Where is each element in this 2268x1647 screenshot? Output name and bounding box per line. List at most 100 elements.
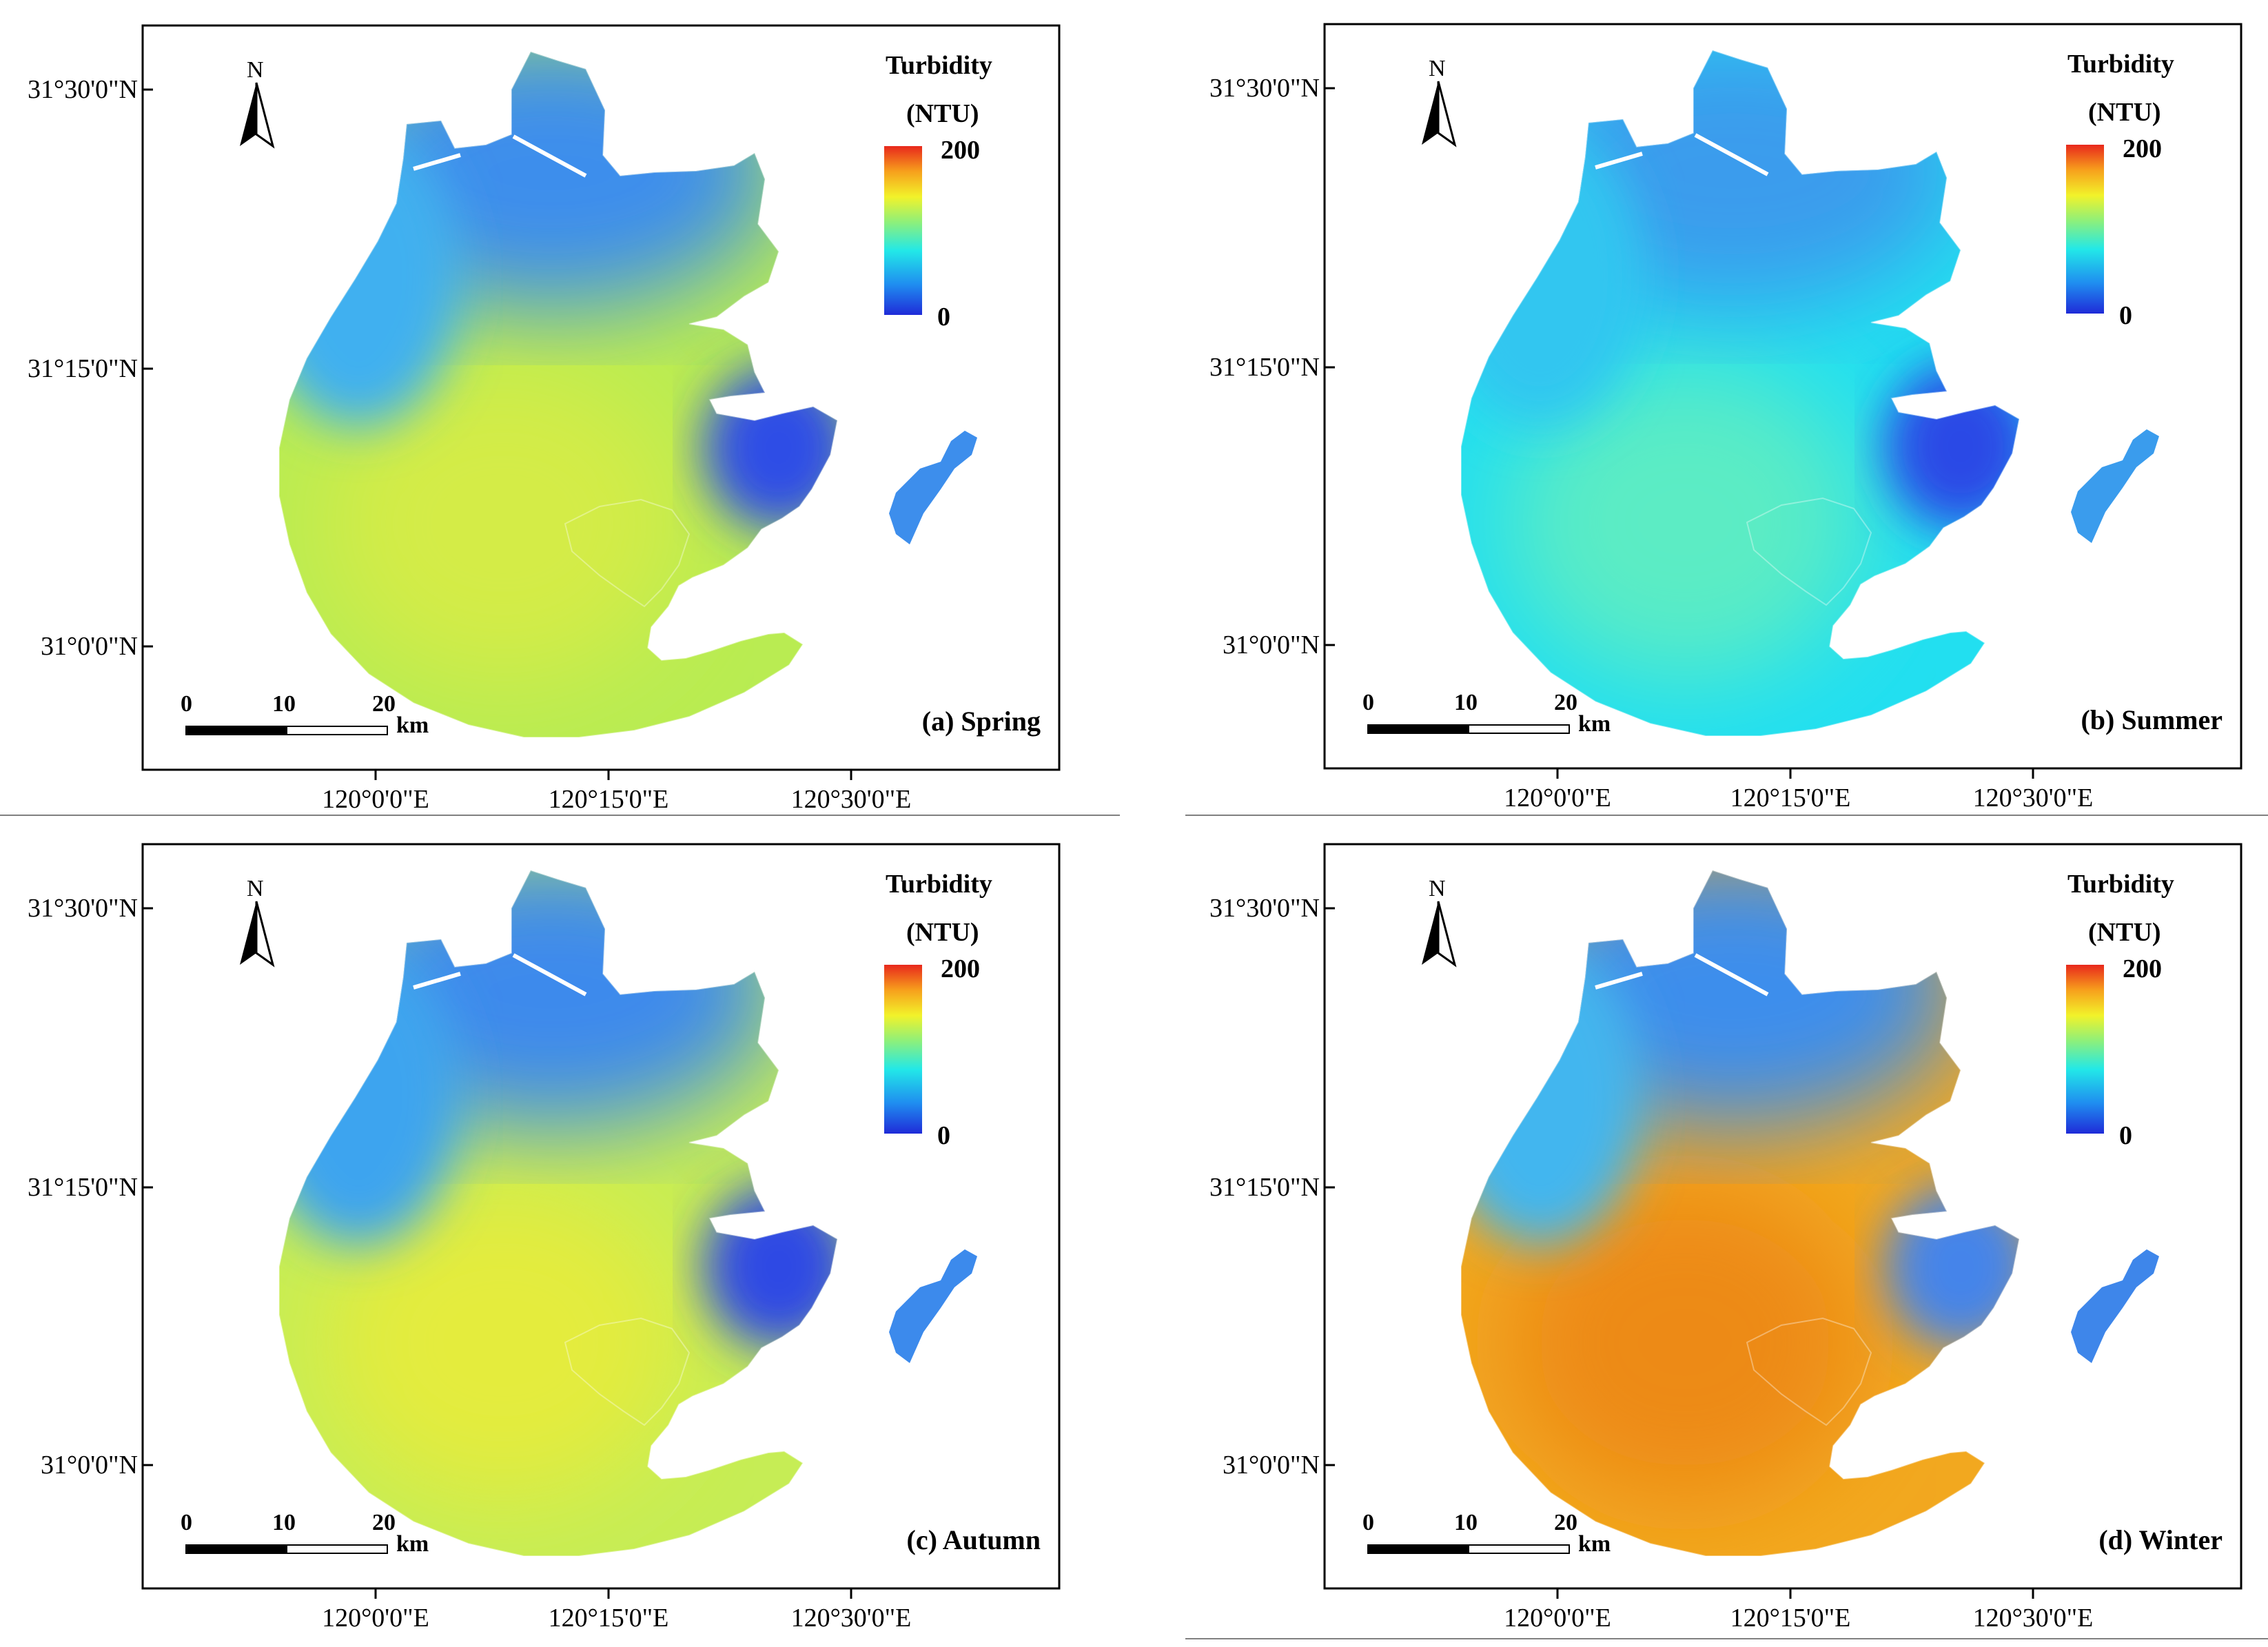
lat-label: 31°15'0"N: [28, 354, 138, 383]
map-frame: [141, 843, 1061, 1590]
lat-label: 31°15'0"N: [1209, 1173, 1320, 1202]
north-label: N: [1429, 56, 1446, 81]
north-label: N: [247, 876, 264, 901]
panel-label: (a) Spring: [922, 706, 1041, 737]
causeway-north: [1694, 953, 1769, 996]
scale-bar-filled: [1367, 1544, 1469, 1554]
lon-label: 120°30'0"E: [791, 1604, 912, 1633]
lat-label: 31°30'0"N: [28, 894, 138, 923]
legend-title: Turbidity: [2067, 870, 2174, 899]
causeway-northwest: [1595, 972, 1643, 990]
lake-core-turbidity: [324, 365, 682, 682]
lake-northwest-shore: [1461, 943, 1644, 1246]
lat-label: 31°15'0"N: [1209, 353, 1320, 382]
scale-bar-empty: [1468, 1544, 1570, 1554]
causeway-north: [512, 953, 587, 996]
scale-label-10: 10: [1454, 1510, 1478, 1535]
legend-min: 0: [937, 1121, 950, 1150]
map-frame: [141, 24, 1061, 771]
lake-shoreline: [1460, 869, 2021, 1557]
lon-label: 120°0'0"E: [322, 1604, 429, 1633]
map-frame: [1323, 843, 2243, 1590]
panel-label: (c) Autumn: [907, 1524, 1041, 1555]
legend-max: 200: [941, 136, 980, 165]
scale-label-20: 20: [1554, 1510, 1577, 1535]
causeway-north: [512, 134, 587, 178]
scale-bar-filled: [185, 726, 287, 735]
north-arrow-outline-icon: [255, 901, 275, 968]
lake-shoreline: [278, 50, 839, 738]
small-lake-east: [2071, 429, 2159, 543]
lon-label: 120°15'0"E: [549, 1604, 669, 1633]
lat-label: 31°15'0"N: [28, 1173, 138, 1202]
scale-label-0: 0: [1362, 1510, 1374, 1535]
lat-label: 31°30'0"N: [1209, 74, 1320, 103]
lake-northwest-shore: [279, 124, 462, 427]
lat-label: 31°30'0"N: [1209, 894, 1320, 923]
scale-label-10: 10: [272, 691, 296, 717]
scale-unit: km: [396, 1531, 429, 1557]
scale-label-20: 20: [372, 1510, 396, 1535]
small-lake-east: [889, 431, 977, 544]
legend-min: 0: [937, 303, 950, 331]
legend-colorbar: [2066, 145, 2104, 314]
legend-colorbar: [884, 146, 922, 315]
north-arrow-outline-icon: [1437, 81, 1457, 147]
legend-max: 200: [2123, 134, 2162, 163]
lat-label: 31°30'0"N: [28, 75, 138, 104]
lat-label: 31°0'0"N: [1223, 1451, 1320, 1480]
lon-label: 120°30'0"E: [1973, 784, 2094, 812]
north-arrow-outline-icon: [1437, 901, 1457, 968]
scale-bar-empty: [286, 726, 388, 735]
north-label: N: [1429, 876, 1446, 901]
legend-max: 200: [2123, 954, 2162, 983]
lake-shoreline: [278, 869, 839, 1557]
scale-unit: km: [1578, 1531, 1611, 1557]
north-arrow-icon: [1422, 81, 1438, 145]
legend-colorbar: [2066, 965, 2104, 1134]
scale-label-0: 0: [1362, 690, 1374, 715]
scale-label-0: 0: [181, 691, 192, 717]
legend-title: Turbidity: [886, 51, 992, 80]
scale-bar-filled: [185, 1544, 287, 1554]
legend-unit: (NTU): [906, 99, 979, 128]
scale-bar-empty: [286, 1544, 388, 1554]
lake-northwest-shore: [279, 943, 462, 1246]
lon-label: 120°15'0"E: [1730, 784, 1851, 812]
scale-label-10: 10: [1454, 690, 1478, 715]
legend-min: 0: [2119, 1121, 2132, 1150]
map-frame: [1323, 23, 2243, 770]
legend-title: Turbidity: [886, 870, 992, 899]
scale-label-20: 20: [372, 691, 396, 717]
lake-water-body: [279, 870, 837, 1556]
panel-label: (b) Summer: [2081, 704, 2223, 735]
north-arrow-icon: [240, 83, 256, 146]
scale-label-20: 20: [1554, 690, 1577, 715]
legend-unit: (NTU): [2088, 98, 2161, 127]
causeway-northwest: [413, 153, 461, 171]
lake-northwest-shore: [1461, 123, 1644, 426]
lon-label: 120°15'0"E: [549, 785, 669, 814]
legend-colorbar: [884, 965, 922, 1134]
lon-label: 120°0'0"E: [1504, 1604, 1611, 1633]
scale-unit: km: [1578, 711, 1611, 737]
scale-unit: km: [396, 713, 429, 738]
small-lake-east: [889, 1249, 977, 1363]
small-lake-east: [2071, 1249, 2159, 1363]
lon-label: 120°0'0"E: [322, 785, 429, 814]
lake-shoreline: [1460, 49, 2021, 737]
north-arrow-outline-icon: [255, 82, 275, 149]
scale-bar-empty: [1468, 724, 1570, 734]
lat-label: 31°0'0"N: [41, 1451, 138, 1480]
lon-label: 120°30'0"E: [791, 785, 912, 814]
scale-label-10: 10: [272, 1510, 296, 1535]
north-arrow-icon: [240, 901, 256, 965]
lon-label: 120°15'0"E: [1730, 1604, 1851, 1633]
north-arrow-icon: [1422, 901, 1438, 965]
causeway-northwest: [1595, 152, 1643, 170]
